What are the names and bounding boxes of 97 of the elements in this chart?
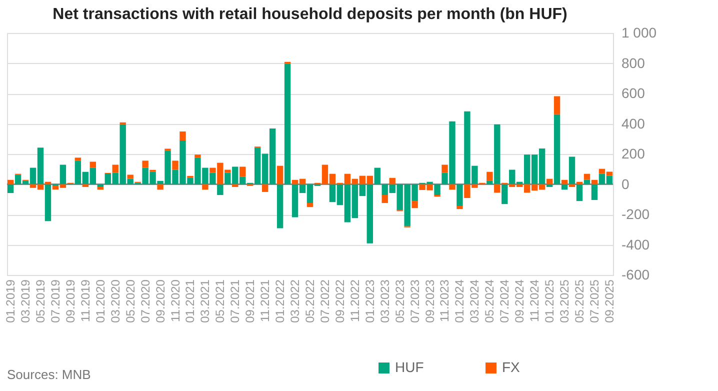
- bar: [157, 184, 164, 190]
- x-tick-label: 05.2022: [303, 279, 317, 323]
- bar: [194, 154, 201, 158]
- x-tick-label: 01.2022: [273, 279, 288, 323]
- bar: [382, 194, 388, 204]
- bar: [7, 184, 14, 194]
- y-tick-label: 0: [622, 176, 630, 192]
- x-tick-label: 07.2020: [138, 279, 152, 323]
- x-tick-label: 05.2023: [392, 279, 407, 323]
- y-tick-label: 400: [622, 115, 646, 132]
- bar: [276, 166, 284, 184]
- x-tick-label: 09.2019: [63, 279, 78, 323]
- x-tick-label: 09.2024: [512, 279, 527, 323]
- bar: [456, 206, 463, 210]
- y-tick-label: -600: [622, 266, 650, 282]
- x-tick-label: 05.2020: [123, 279, 138, 323]
- x-tick-label: 11.2022: [348, 279, 362, 322]
- bar: [202, 184, 208, 190]
- x-tick-label: 03.2024: [468, 279, 482, 323]
- x-tick-label: 07.2025: [587, 279, 602, 323]
- chart-title: Net transactions with retail household deposits per month (bn HUF): [52, 6, 568, 23]
- x-tick-label: 05.2021: [213, 279, 228, 323]
- x-tick-label: 03.2019: [18, 279, 33, 323]
- bar: [584, 174, 590, 180]
- bar: [374, 168, 380, 184]
- bar: [554, 114, 560, 184]
- bar: [74, 158, 82, 161]
- x-tick-label: 11.2024: [528, 279, 542, 322]
- x-tick-label: 11.2023: [438, 279, 452, 322]
- x-tick-label: 01.2019: [4, 279, 18, 323]
- bar: [486, 172, 493, 181]
- bar: [44, 182, 52, 184]
- x-tick-label: 07.2021: [228, 279, 242, 323]
- x-tick-label: 09.2025: [602, 279, 616, 323]
- bar: [142, 160, 148, 168]
- bar: [561, 180, 568, 184]
- bar: [449, 184, 456, 190]
- x-tick-label: 11.2020: [168, 279, 182, 322]
- y-tick-label: -200: [622, 206, 650, 222]
- bar: [276, 184, 284, 228]
- bar: [90, 162, 96, 168]
- bar: [584, 180, 590, 184]
- x-tick-label: 01.2021: [183, 279, 198, 323]
- bar: [172, 160, 178, 170]
- x-tick-label: 11.2021: [258, 279, 272, 322]
- bar: [240, 166, 246, 177]
- bar: [554, 96, 560, 114]
- y-tick-label: 800: [622, 54, 646, 71]
- bar: [112, 164, 118, 173]
- bar: [568, 156, 576, 184]
- bar: [576, 182, 583, 184]
- x-tick-label: 05.2019: [34, 279, 48, 323]
- bar: [284, 64, 291, 184]
- bar: [546, 178, 553, 184]
- y-tick-label: 600: [622, 85, 646, 101]
- x-tick-label: 05.2025: [572, 279, 586, 323]
- y-tick-label: -400: [622, 236, 650, 252]
- y-tick-label: 1 000: [622, 24, 657, 40]
- bar: [127, 174, 134, 179]
- x-tick-label: 03.2023: [378, 279, 392, 323]
- legend-label: HUF: [395, 359, 424, 375]
- x-tick-label: 01.2020: [93, 279, 108, 323]
- bar: [262, 184, 268, 192]
- x-tick-label: 07.2019: [48, 279, 62, 323]
- bar: [217, 184, 224, 195]
- bar: [442, 164, 448, 173]
- bar: [306, 203, 314, 208]
- x-tick-label: 01.2024: [452, 279, 467, 323]
- x-tick-label: 09.2022: [332, 279, 347, 323]
- bar: [591, 180, 598, 184]
- x-tick-label: 03.2025: [558, 279, 572, 323]
- x-tick-label: 01.2025: [542, 279, 557, 323]
- x-tick-label: 03.2022: [288, 279, 302, 323]
- x-tick-label: 07.2023: [408, 279, 422, 323]
- x-tick-label: 05.2024: [482, 279, 497, 323]
- source-note: Sources: MNB: [7, 367, 91, 382]
- bar: [180, 131, 186, 141]
- x-tick-label: 07.2022: [318, 279, 332, 323]
- x-tick-label: 01.2023: [362, 279, 377, 323]
- bar: [456, 184, 463, 206]
- x-tick-label: 09.2021: [243, 279, 258, 323]
- bar: [494, 184, 500, 193]
- legend-label: FX: [502, 359, 521, 375]
- bar: [434, 184, 440, 195]
- x-tick-label: 03.2020: [108, 279, 122, 323]
- y-tick-label: 200: [622, 146, 646, 162]
- x-tick-label: 09.2023: [422, 279, 437, 323]
- bar: [502, 184, 508, 204]
- bar: [412, 201, 418, 208]
- bar: [576, 184, 583, 202]
- bar: [591, 184, 598, 200]
- x-tick-label: 11.2019: [78, 279, 92, 322]
- bar: [7, 180, 14, 184]
- x-tick-label: 09.2020: [153, 279, 168, 323]
- x-tick-label: 03.2021: [198, 279, 212, 323]
- bar: [389, 178, 396, 184]
- x-tick-label: 07.2024: [498, 279, 512, 323]
